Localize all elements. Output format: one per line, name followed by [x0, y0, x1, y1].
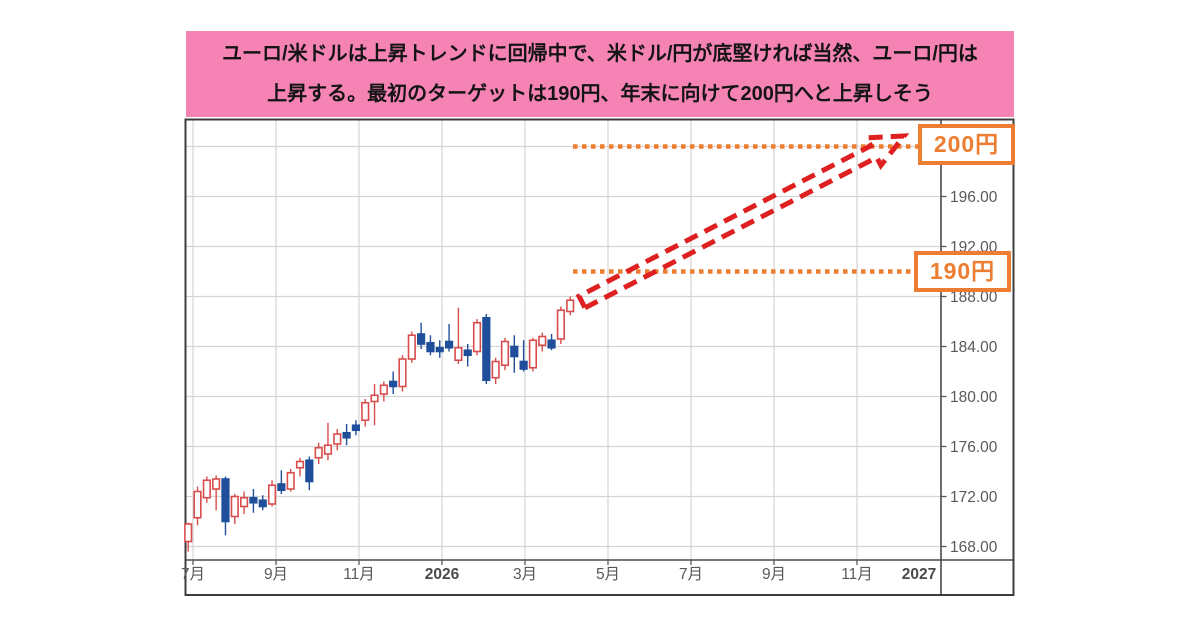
- time-tick-label: 5月: [596, 566, 620, 583]
- candle-up-body: [212, 478, 221, 490]
- candle-down-body: [221, 478, 230, 523]
- candle-down-body: [351, 424, 361, 432]
- chart-frame: [184, 118, 1015, 596]
- candle-up-body: [295, 460, 305, 469]
- candle-up-body: [202, 479, 211, 499]
- candle-down-body: [435, 346, 444, 353]
- candle-up-body: [407, 334, 416, 360]
- time-tick-label: 2027: [902, 566, 936, 583]
- candle-down-body: [444, 340, 454, 349]
- time-tick-label: 7月: [181, 566, 205, 583]
- candle-down-body: [277, 483, 286, 492]
- price-tick-label: 188.00: [950, 289, 998, 306]
- time-tick-label: 3月: [513, 566, 537, 583]
- candle-up-body: [472, 321, 482, 353]
- candle-up-body: [230, 495, 239, 518]
- candle-up-body: [538, 335, 547, 347]
- candle-down-body: [510, 345, 519, 358]
- target-label-190: 190円: [914, 251, 1011, 292]
- candle-up-body: [454, 346, 463, 362]
- time-tick-label: 2026: [425, 566, 460, 583]
- candle-down-body: [342, 431, 351, 439]
- candle-up-body: [370, 394, 379, 403]
- candle-down-body: [417, 333, 426, 345]
- price-tick-label: 168.00: [950, 539, 998, 556]
- candle-up-body: [491, 360, 500, 379]
- candle-up-body: [267, 484, 277, 505]
- target-label-200: 200円: [918, 124, 1015, 165]
- banner-line-1: ユーロ/米ドルは上昇トレンドに回帰中で、米ドル/円が底堅ければ当然、ユーロ/円は: [222, 43, 978, 65]
- candle-up-body: [286, 471, 295, 490]
- candle-up-body: [566, 299, 575, 313]
- candle-down-body: [482, 316, 491, 382]
- price-tick-label: 176.00: [950, 439, 998, 456]
- candle-down-body: [426, 341, 435, 353]
- candle-down-body: [463, 349, 472, 357]
- candle-down-body: [249, 496, 258, 504]
- candle-up-body: [556, 309, 565, 340]
- candle-down-body: [258, 499, 267, 508]
- price-tick-label: 196.00: [950, 189, 998, 206]
- candle-up-body: [193, 490, 202, 519]
- candle-up-body: [528, 339, 538, 369]
- price-tick-label: 184.00: [950, 339, 998, 356]
- candle-up-body: [240, 496, 249, 508]
- price-tick-label: 172.00: [950, 489, 998, 506]
- time-tick-label: 11月: [841, 566, 873, 583]
- projection-arrow: [575, 133, 910, 312]
- price-tick-label: 180.00: [950, 389, 998, 406]
- candle-down-body: [519, 360, 528, 370]
- time-tick-label: 9月: [264, 566, 288, 583]
- candle-down-body: [389, 380, 398, 388]
- candle-up-body: [314, 446, 323, 459]
- time-tick-label: 11月: [343, 566, 375, 583]
- time-tick-label: 7月: [679, 566, 703, 583]
- banner-line-2: 上昇する。最初のターゲットは190円、年末に向けて200円へと上昇しそう: [267, 83, 933, 105]
- candle-down-body: [547, 339, 556, 349]
- candle-down-body: [305, 459, 314, 483]
- candle-up-body: [398, 358, 407, 388]
- candle-up-body: [323, 444, 333, 455]
- candle-up-body: [361, 401, 370, 422]
- commentary-banner: ユーロ/米ドルは上昇トレンドに回帰中で、米ドル/円が底堅ければ当然、ユーロ/円は…: [186, 31, 1014, 117]
- candle-up-body: [333, 433, 342, 445]
- candle-up-body: [379, 384, 388, 395]
- candle-up-body: [500, 340, 510, 367]
- candle-up-body: [184, 523, 193, 543]
- time-tick-label: 9月: [762, 566, 786, 583]
